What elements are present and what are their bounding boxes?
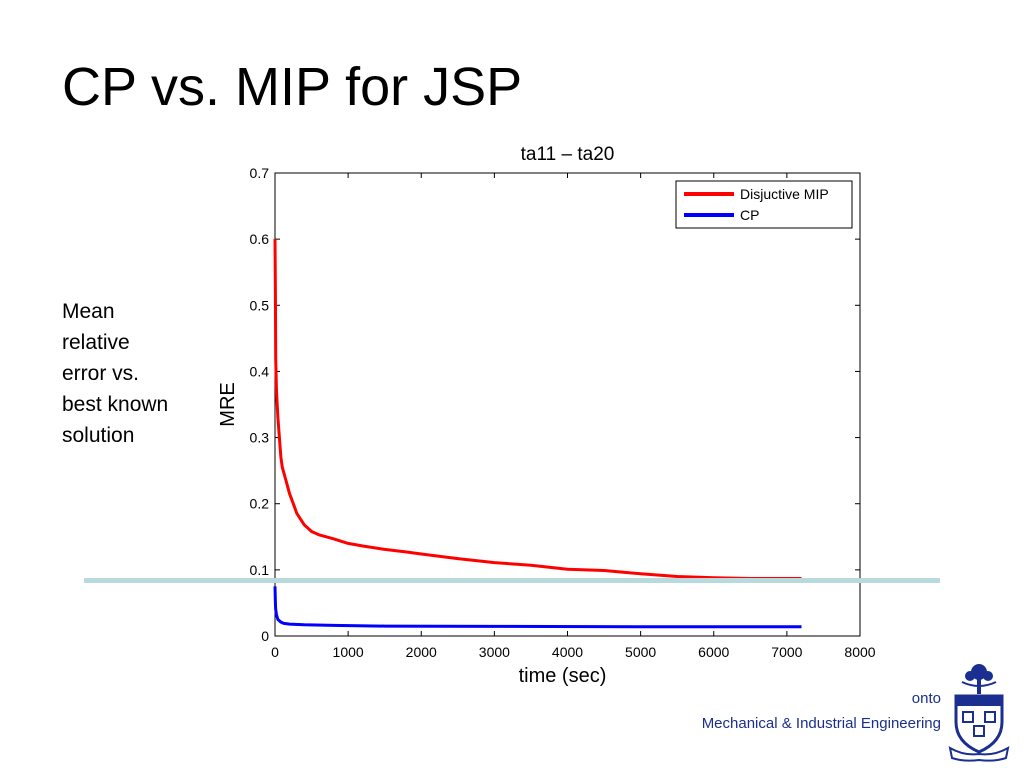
- legend-label: Disjuctive MIP: [740, 186, 829, 202]
- x-tick-label: 1000: [333, 644, 364, 660]
- x-tick-label: 2000: [406, 644, 437, 660]
- y-tick-label: 0.4: [250, 363, 270, 379]
- legend-box: [675, 180, 853, 229]
- side-note-line: solution: [62, 424, 135, 447]
- divider-line: [84, 578, 940, 583]
- x-tick-label: 3000: [479, 644, 510, 660]
- x-tick-label: 8000: [844, 644, 875, 660]
- series-line: [273, 239, 802, 580]
- side-note-line: error vs.: [62, 362, 140, 385]
- y-tick-label: 0.5: [250, 297, 270, 313]
- x-axis-label: time (sec): [519, 665, 607, 687]
- y-tick-label: 0.2: [250, 496, 270, 512]
- slide-title: CP vs. MIP for JSP: [62, 57, 523, 117]
- y-tick-label: 0.7: [250, 165, 270, 181]
- y-tick-label: 0: [261, 628, 269, 644]
- chart-title: ta11 – ta20: [521, 144, 615, 165]
- university-crest-icon: [948, 664, 1010, 762]
- x-tick-label: 5000: [625, 644, 656, 660]
- x-tick-label: 7000: [771, 644, 802, 660]
- x-tick-label: 4000: [552, 644, 583, 660]
- side-note-line: Mean: [62, 300, 115, 323]
- y-axis-label: MRE: [217, 382, 239, 426]
- side-note-line: best known: [62, 393, 169, 416]
- y-tick-label: 0.1: [250, 562, 270, 578]
- y-tick-label: 0.6: [250, 231, 270, 247]
- footer-department: Mechanical & Industrial Engineering: [701, 715, 941, 732]
- y-tick-label: 0.3: [250, 430, 270, 446]
- series-line: [273, 586, 802, 629]
- footer-university: onto: [911, 690, 941, 707]
- side-note: Mean relative error vs. best known solut…: [62, 296, 212, 451]
- legend-label: CP: [740, 207, 759, 223]
- side-note-line: relative: [62, 331, 130, 354]
- x-tick-label: 6000: [698, 644, 729, 660]
- plot-frame: [274, 172, 861, 637]
- x-tick-label: 0: [271, 644, 279, 660]
